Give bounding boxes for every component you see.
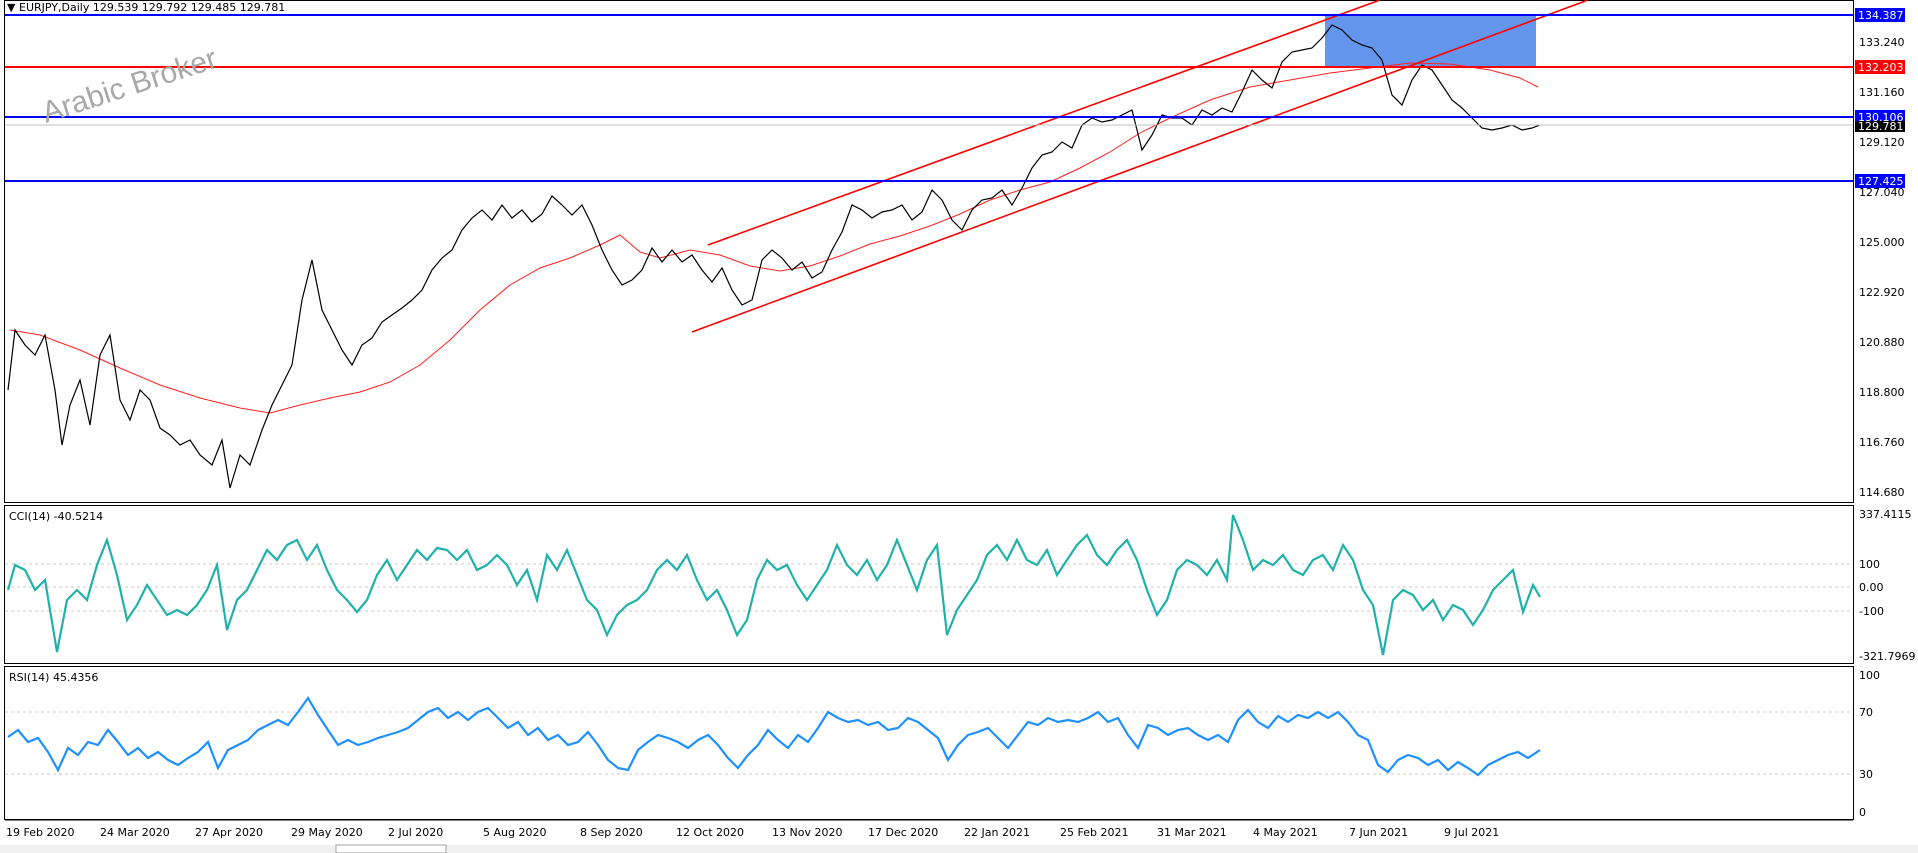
price-tick: 125.000 <box>1859 236 1905 249</box>
chart-header-symbol: EURJPY,Daily 129.539 129.792 129.485 129… <box>19 1 285 14</box>
price-tick: 122.920 <box>1859 286 1905 299</box>
time-label: 4 May 2021 <box>1253 826 1318 839</box>
price-tick: 118.800 <box>1859 386 1905 399</box>
cci-line <box>6 514 1541 656</box>
chart-tab-strip <box>0 845 1918 853</box>
cci-tick: 337.4115 <box>1859 508 1912 521</box>
price-tick: 133.240 <box>1859 36 1905 49</box>
time-label: 27 Apr 2020 <box>195 826 263 839</box>
time-label: 7 Jun 2021 <box>1349 826 1408 839</box>
rsi-tick: 30 <box>1859 768 1873 781</box>
cci-panel[interactable] <box>4 505 1854 664</box>
menu-triangle-icon[interactable]: ▼ <box>7 1 16 14</box>
channel-upper-line[interactable] <box>707 0 1381 246</box>
time-label: 25 Feb 2021 <box>1060 826 1128 839</box>
level-badge-bg <box>1855 8 1905 22</box>
rsi-tick: 0 <box>1859 806 1866 819</box>
price-tick: 129.120 <box>1859 136 1905 149</box>
time-label: 2 Jul 2020 <box>388 826 443 839</box>
cci-title: CCI(14) -40.5214 <box>9 510 103 523</box>
time-label: 12 Oct 2020 <box>676 826 744 839</box>
time-label: 13 Nov 2020 <box>772 826 842 839</box>
current-price-badge: 129.781 <box>1858 120 1904 133</box>
price-tick: 131.160 <box>1859 86 1905 99</box>
price-tick: 114.680 <box>1859 486 1905 499</box>
level-badge-bg <box>1855 110 1905 124</box>
time-label: 8 Sep 2020 <box>580 826 643 839</box>
level-badge-134387: 134.387 <box>1858 9 1904 22</box>
level-badge-bg <box>1855 60 1905 74</box>
level-badge-bg <box>1855 174 1905 188</box>
time-label: 22 Jan 2021 <box>964 826 1030 839</box>
cci-tick: 100 <box>1859 558 1880 571</box>
level-badge-130106: 130.106 <box>1858 111 1904 124</box>
rsi-tick: 70 <box>1859 706 1873 719</box>
current-price-badge-bg <box>1855 121 1905 132</box>
time-axis: 19 Feb 2020 24 Mar 2020 27 Apr 2020 29 M… <box>5 819 1853 839</box>
price-tick: 127.040 <box>1859 186 1905 199</box>
cci-tick: -321.7969 <box>1859 650 1915 663</box>
rsi-axis: 100 70 30 0 <box>1859 669 1880 819</box>
main-price-panel[interactable] <box>4 0 1854 503</box>
level-badge-132203: 132.203 <box>1858 61 1904 74</box>
rsi-line <box>7 695 1541 777</box>
time-label: 29 May 2020 <box>291 826 363 839</box>
price-axis: 133.240 131.160 129.120 127.040 125.000 … <box>1859 36 1905 499</box>
chart-tab-active[interactable] <box>335 844 447 853</box>
supply-zone-rectangle[interactable] <box>1325 15 1536 68</box>
time-label: 9 Jul 2021 <box>1444 826 1499 839</box>
cci-tick: -100 <box>1859 605 1884 618</box>
cci-tick: 0.00 <box>1859 581 1884 594</box>
rsi-tick: 100 <box>1859 669 1880 682</box>
rsi-panel[interactable] <box>4 666 1854 820</box>
price-tick: 120.880 <box>1859 336 1905 349</box>
time-label: 17 Dec 2020 <box>868 826 938 839</box>
level-badge-127425: 127.425 <box>1858 175 1904 188</box>
channel-lower-line[interactable] <box>691 0 1589 333</box>
moving-average-line <box>9 62 1539 414</box>
time-label: 5 Aug 2020 <box>483 826 546 839</box>
time-label: 31 Mar 2021 <box>1157 826 1227 839</box>
price-candlesticks <box>7 24 1541 489</box>
price-tick: 116.760 <box>1859 436 1905 449</box>
rsi-title: RSI(14) 45.4356 <box>9 671 98 684</box>
time-label: 19 Feb 2020 <box>6 826 74 839</box>
time-label: 24 Mar 2020 <box>100 826 170 839</box>
cci-axis: 337.4115 100 0.00 -100 -321.7969 <box>1859 508 1915 663</box>
